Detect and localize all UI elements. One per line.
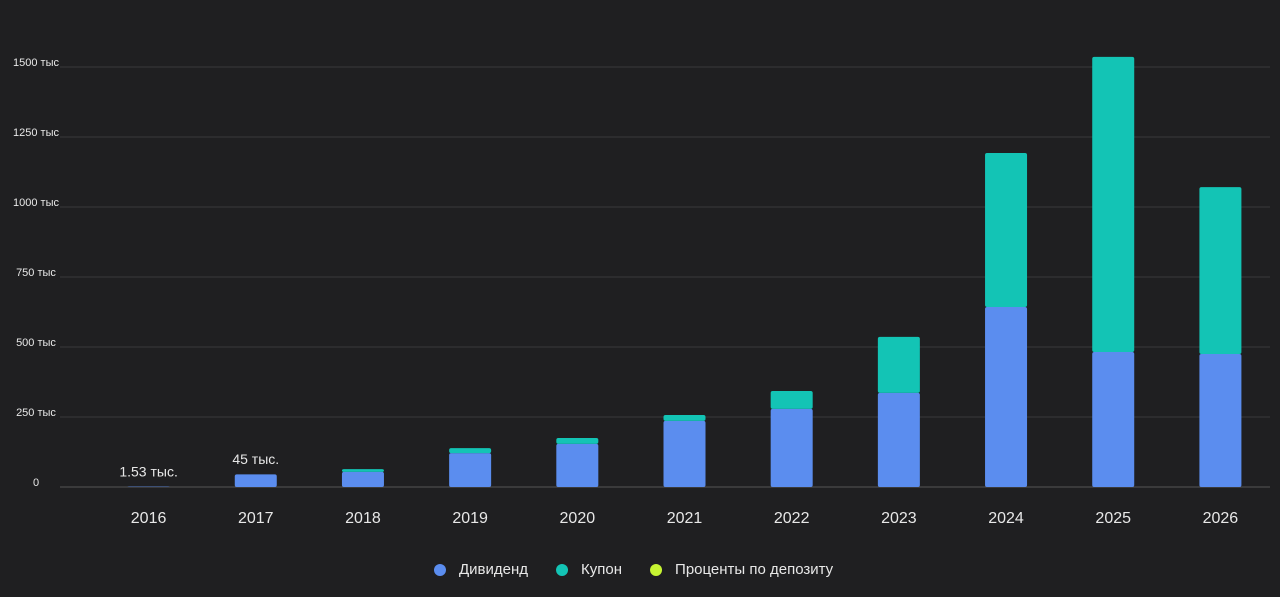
bar-segment	[985, 306, 1028, 487]
legend-swatch	[434, 564, 446, 576]
data-label: 1.53 тыс.	[119, 463, 178, 479]
bar-segment	[341, 471, 384, 487]
x-tick-label: 2019	[452, 510, 488, 527]
bar-segment	[449, 448, 492, 454]
bar-segment	[877, 392, 920, 487]
legend-swatch	[556, 564, 569, 576]
y-tick-label: 500 тыс	[16, 337, 56, 349]
x-tick-label: 2026	[1203, 510, 1239, 527]
bar-segment	[449, 453, 492, 487]
y-tick-label: 1000 тыс	[13, 197, 59, 209]
y-tick-label: 250 тыс	[16, 407, 56, 419]
x-tick-label: 2025	[1095, 510, 1131, 527]
x-tick-label: 2017	[238, 510, 274, 527]
x-tick-label: 2024	[988, 510, 1024, 527]
y-tick-label: 1250 тыс	[13, 127, 59, 139]
bar-segment	[663, 420, 706, 487]
x-tick-label: 2020	[560, 510, 596, 527]
x-tick-label: 2016	[131, 510, 167, 527]
bar-segment	[1092, 56, 1135, 353]
x-tick-label: 2022	[774, 510, 810, 527]
bar-segment	[663, 415, 706, 421]
x-tick-label: 2018	[345, 510, 381, 527]
bar-segment	[556, 443, 599, 487]
bar-segment	[985, 152, 1028, 307]
bar-segment	[770, 408, 813, 487]
legend-label: Проценты по депозиту	[675, 561, 834, 578]
bar-segment	[1199, 187, 1242, 354]
legend-label: Купон	[581, 561, 622, 578]
legend-label: Дивиденд	[459, 561, 528, 578]
legend-swatch	[650, 564, 663, 576]
bar-segment	[770, 390, 813, 409]
y-tick-label: 1500 тыс	[13, 57, 59, 69]
x-tick-label: 2021	[667, 510, 703, 527]
data-label: 45 тыс.	[232, 451, 279, 467]
bar-segment	[341, 469, 384, 472]
bar-segment	[1092, 352, 1135, 487]
bar-segment	[877, 336, 920, 393]
bar-segment	[234, 474, 277, 487]
y-tick-label: 0	[33, 477, 39, 489]
x-tick-label: 2023	[881, 510, 917, 527]
bar-segment	[1199, 354, 1242, 487]
bar-segment	[556, 438, 599, 444]
y-tick-label: 750 тыс	[16, 267, 56, 279]
